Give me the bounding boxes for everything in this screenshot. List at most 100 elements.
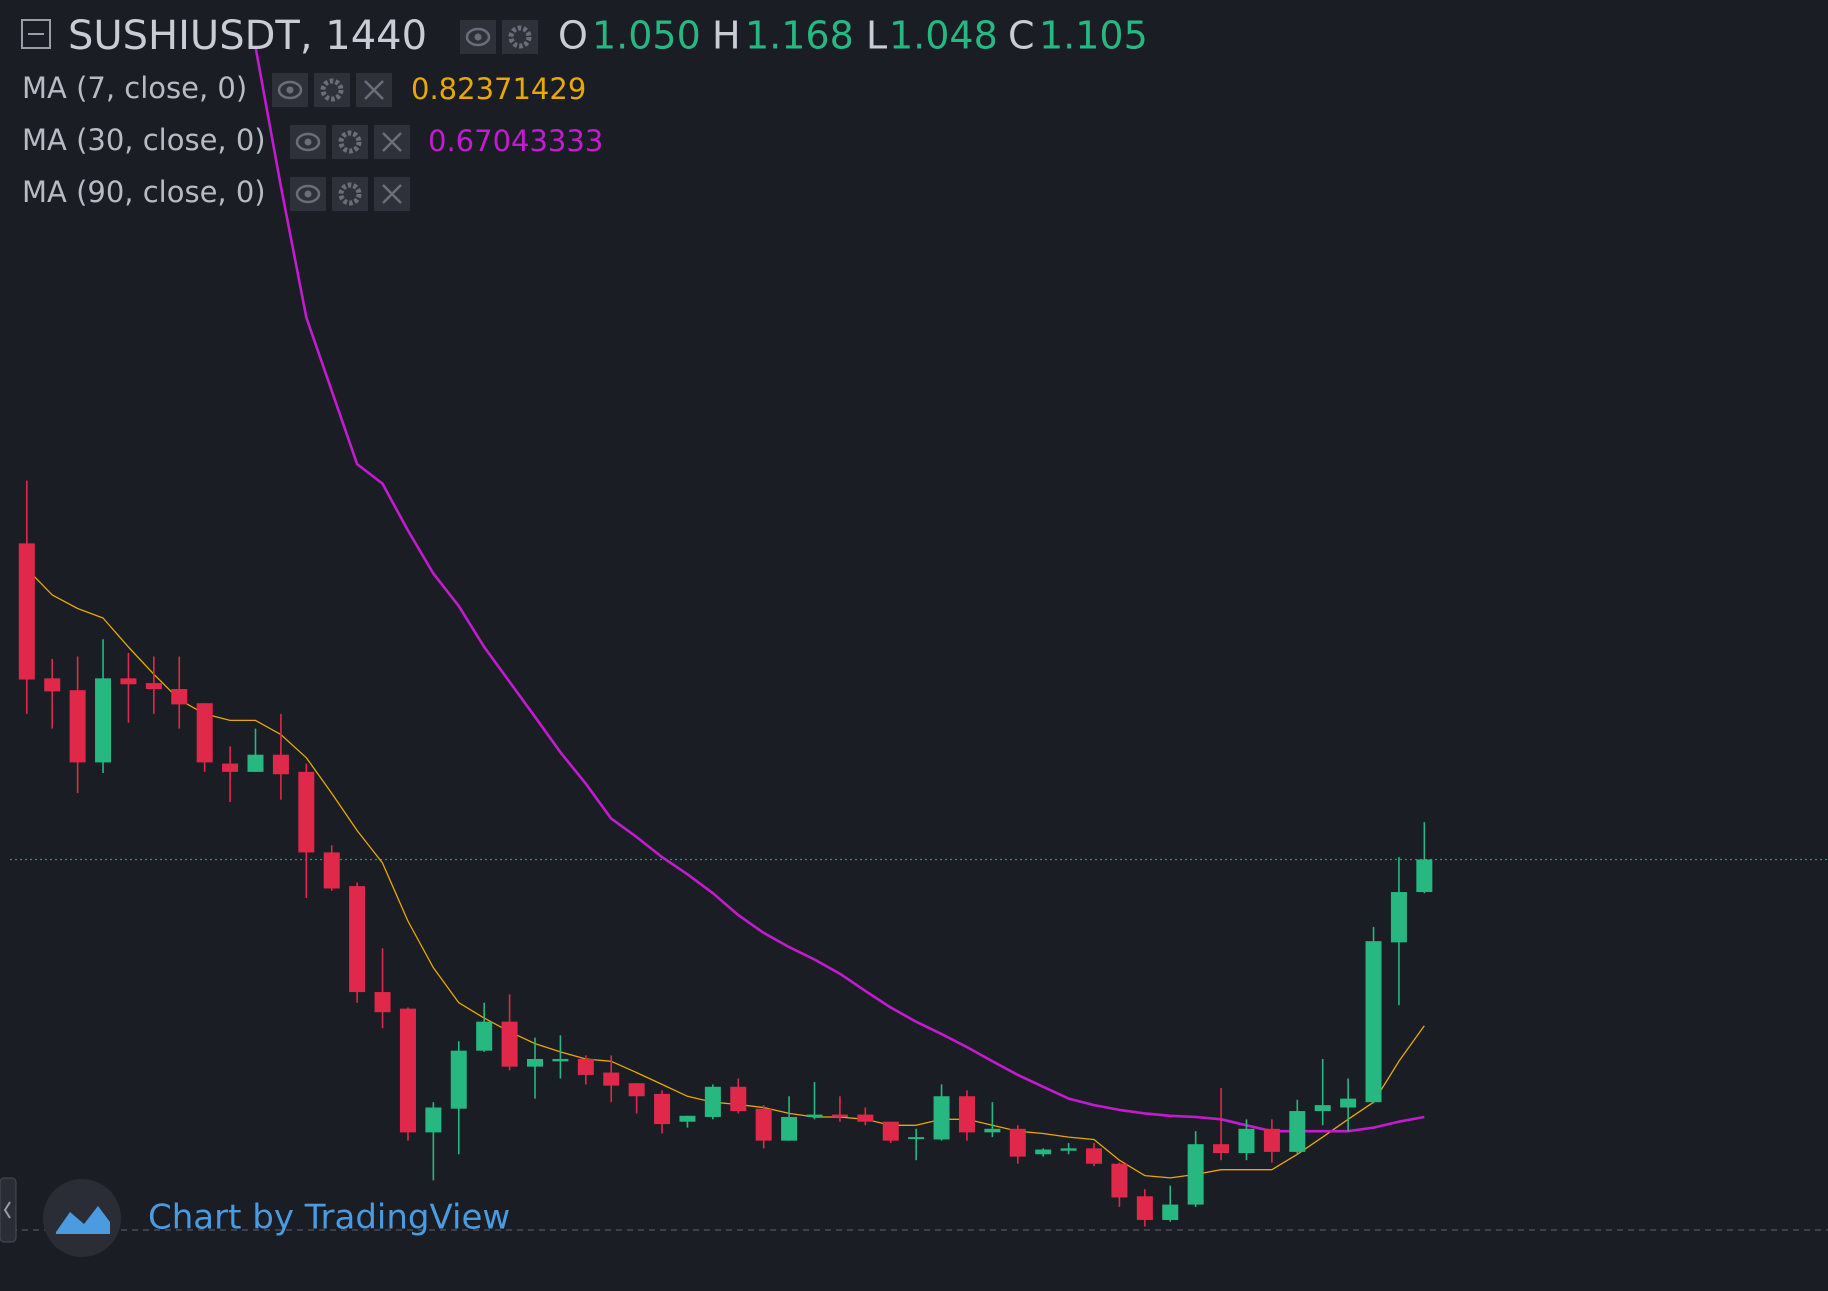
candle-body (704, 1086, 721, 1117)
ohlc-key: H (712, 14, 741, 58)
ma-line (254, 46, 1425, 1133)
candle-body (806, 1114, 823, 1117)
candle-body (1340, 1098, 1357, 1108)
candle-body (603, 1072, 620, 1086)
candle-body (171, 689, 188, 705)
eye-icon (295, 132, 321, 152)
indicator-name: MA (7, close, 0) (22, 71, 247, 105)
indicator-name: MA (90, close, 0) (22, 175, 266, 209)
candle-body (272, 754, 289, 775)
ohlc-value: 1.168 (745, 14, 854, 58)
candle-body (1416, 859, 1433, 893)
eye-icon (277, 80, 303, 100)
plot-area (10, 46, 1828, 1227)
candle-body (501, 1021, 518, 1067)
candle-body (374, 992, 391, 1013)
candle-body (298, 771, 315, 853)
gear-icon (347, 191, 353, 197)
ohlc-key: C (1008, 14, 1035, 58)
gear-icon (508, 25, 532, 49)
watermark: Chart by TradingView (43, 1179, 510, 1257)
ohlc-key: O (558, 14, 588, 58)
candle-body (196, 703, 213, 763)
candle-body (908, 1137, 925, 1140)
candle-body (730, 1086, 747, 1112)
gear-icon (338, 130, 362, 154)
candle-body (1162, 1204, 1179, 1220)
candle-body (1263, 1128, 1280, 1152)
candle-body (399, 1008, 416, 1133)
ohlc-value: 1.048 (889, 14, 998, 58)
candle-body (933, 1096, 950, 1140)
indicator-value: 0.67043333 (428, 124, 603, 158)
candle-body (18, 543, 35, 680)
eye-icon (304, 138, 312, 146)
watermark-text: Chart by TradingView (148, 1198, 510, 1238)
candle-body (1009, 1128, 1026, 1157)
candle-body (857, 1114, 874, 1122)
side-toggle-icon (3, 1201, 11, 1219)
close-icon (382, 184, 402, 204)
candle-body (958, 1096, 975, 1133)
candle-body (1289, 1111, 1306, 1152)
candle-body (781, 1116, 798, 1141)
close-icon (364, 80, 384, 100)
eye-icon (465, 27, 491, 47)
candle-body (1213, 1144, 1230, 1154)
candle-body (1314, 1105, 1331, 1112)
gear-icon (320, 78, 344, 102)
candle-body (323, 852, 340, 889)
indicator-value: 0.82371429 (411, 72, 586, 106)
candle-body (527, 1058, 543, 1067)
gear-icon (338, 182, 362, 206)
candle-body (476, 1021, 493, 1051)
eye-icon (286, 86, 294, 94)
candle-body (69, 690, 86, 763)
candle-body (222, 763, 239, 772)
candle-body (349, 886, 366, 993)
close-icon (382, 132, 402, 152)
header: SUSHIUSDT, 1440 O 1.050 H 1.168 L 1.048 … (21, 13, 1148, 209)
indicator-name: MA (30, close, 0) (22, 123, 266, 157)
candle-body (247, 754, 264, 772)
gear-icon (517, 34, 523, 40)
collapse-button[interactable] (21, 19, 51, 49)
candle-body (654, 1093, 671, 1125)
candle-body (1035, 1149, 1052, 1155)
watermark-logo (43, 1179, 121, 1257)
side-toggle[interactable] (0, 1177, 17, 1243)
candle-body (425, 1107, 442, 1133)
eye-icon (474, 33, 482, 41)
eye-icon (295, 184, 321, 204)
gear-icon (347, 139, 353, 145)
candle-body (552, 1058, 569, 1062)
candle-body (628, 1083, 645, 1097)
watermark-icon (56, 1206, 110, 1234)
candle-body (1187, 1144, 1204, 1205)
candle-body (95, 678, 112, 763)
candle-body (145, 683, 162, 690)
candle-body (984, 1128, 1001, 1133)
candle-body (1086, 1148, 1103, 1164)
candle-body (831, 1114, 848, 1117)
ohlc-key: L (866, 14, 887, 58)
candle-body (755, 1108, 772, 1141)
candle-body (1365, 941, 1382, 1103)
ohlc-value: 1.105 (1039, 14, 1148, 58)
symbol-title: SUSHIUSDT, 1440 (68, 13, 427, 59)
ohlc-value: 1.050 (592, 14, 701, 58)
candle-body (1136, 1196, 1153, 1220)
candle-body (1390, 892, 1407, 943)
candle-body (44, 678, 61, 692)
candle-body (450, 1050, 467, 1109)
candle-body (882, 1121, 899, 1141)
candle-body (1111, 1163, 1128, 1198)
eye-icon (304, 190, 312, 198)
candle-body (679, 1115, 696, 1122)
candle-body (577, 1058, 594, 1075)
candle-body (1060, 1148, 1077, 1151)
candle-body (120, 678, 137, 685)
